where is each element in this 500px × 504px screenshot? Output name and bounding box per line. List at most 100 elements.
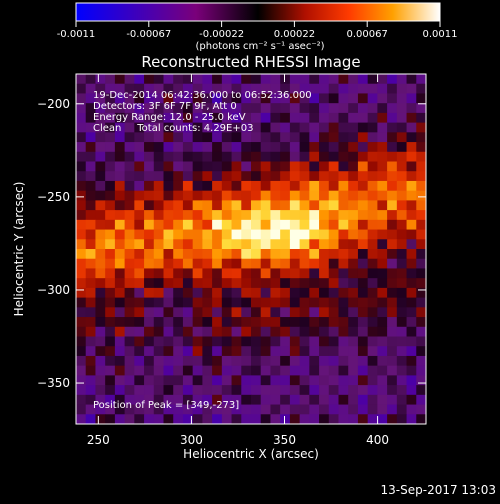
heatmap-cell xyxy=(231,346,242,357)
heatmap-cell xyxy=(114,278,126,289)
heatmap-cell xyxy=(280,414,291,425)
heatmap-cell xyxy=(124,336,135,347)
heatmap-cell xyxy=(387,258,398,269)
heatmap-cell xyxy=(76,278,87,289)
heatmap-cell xyxy=(270,151,281,162)
heatmap-cell xyxy=(95,83,106,94)
heatmap-cell xyxy=(153,190,164,201)
heatmap-cell xyxy=(76,365,87,376)
heatmap-cell xyxy=(251,326,262,337)
heatmap-cell xyxy=(76,326,87,337)
heatmap-cell xyxy=(114,219,126,230)
heatmap-cell xyxy=(76,336,87,347)
heatmap-cell xyxy=(173,317,184,328)
heatmap-cell xyxy=(260,83,271,94)
heatmap-cell xyxy=(299,317,310,328)
heatmap-cell xyxy=(153,317,164,328)
heatmap-cell xyxy=(182,297,194,308)
heatmap-cell xyxy=(241,122,252,133)
heatmap-cell xyxy=(387,229,398,240)
heatmap-cell xyxy=(231,132,242,143)
heatmap-cell xyxy=(241,190,252,201)
heatmap-cell xyxy=(289,287,301,299)
heatmap-cell xyxy=(221,229,232,240)
heatmap-cell xyxy=(221,132,232,143)
heatmap-cell xyxy=(221,151,232,162)
heatmap-cell xyxy=(192,161,203,172)
heatmap-cell xyxy=(357,122,369,133)
heatmap-cell xyxy=(406,287,417,299)
heatmap-cell xyxy=(134,355,145,367)
heatmap-cell xyxy=(328,394,339,405)
heatmap-cell xyxy=(260,171,271,182)
heatmap-cell xyxy=(309,346,320,357)
heatmap-cell xyxy=(144,142,155,153)
heatmap-cell xyxy=(163,249,174,260)
heatmap-cell xyxy=(202,394,213,405)
heatmap-cell xyxy=(270,180,281,192)
heatmap-cell xyxy=(357,180,369,192)
heatmap-cell xyxy=(416,249,427,260)
y-tick-label: −350 xyxy=(37,376,70,390)
heatmap-cell xyxy=(76,229,87,240)
heatmap-cell xyxy=(212,326,223,337)
heatmap-cell xyxy=(270,93,281,104)
heatmap-cell xyxy=(134,258,145,269)
heatmap-cell xyxy=(124,249,135,260)
heatmap-cell xyxy=(406,112,417,124)
heatmap-cell xyxy=(387,385,398,396)
heatmap-cell xyxy=(134,317,145,328)
heatmap-cell xyxy=(221,365,232,376)
heatmap-cell xyxy=(163,161,174,172)
heatmap-cell xyxy=(367,355,378,367)
y-axis-label: Heliocentric Y (arcsec) xyxy=(12,182,26,317)
heatmap-cell xyxy=(357,278,369,289)
heatmap-cell xyxy=(105,326,116,337)
heatmap-cell xyxy=(182,142,194,153)
heatmap-cell xyxy=(260,190,271,201)
heatmap-cell xyxy=(114,83,126,94)
heatmap-cell xyxy=(144,268,155,279)
heatmap-cell xyxy=(309,297,320,308)
heatmap-cell xyxy=(299,103,310,114)
heatmap-cell xyxy=(124,346,135,357)
heatmap-cell xyxy=(221,180,232,192)
heatmap-cell xyxy=(328,93,339,104)
heatmap-cell xyxy=(396,142,407,153)
heatmap-cell xyxy=(173,229,184,240)
heatmap-cell xyxy=(241,404,252,415)
heatmap-cell xyxy=(406,326,417,337)
heatmap-cell xyxy=(231,385,242,396)
heatmap-cell xyxy=(367,161,378,172)
heatmap-cell xyxy=(114,200,126,211)
heatmap-cell xyxy=(192,239,203,250)
heatmap-cell xyxy=(280,239,291,250)
heatmap-cell xyxy=(416,317,427,328)
heatmap-cell xyxy=(260,93,271,104)
heatmap-cell xyxy=(124,190,135,201)
heatmap-cell xyxy=(299,297,310,308)
heatmap-cell xyxy=(338,317,349,328)
heatmap-cell xyxy=(231,229,242,240)
heatmap-cell xyxy=(416,355,427,367)
heatmap-cell xyxy=(396,346,407,357)
heatmap-cell xyxy=(396,180,407,192)
heatmap-cell xyxy=(144,93,155,104)
heatmap-cell xyxy=(182,346,194,357)
heatmap-cell xyxy=(212,229,223,240)
heatmap-cell xyxy=(163,287,174,299)
heatmap-cell xyxy=(173,355,184,367)
heatmap-cell xyxy=(105,355,116,367)
heatmap-cell xyxy=(319,268,330,279)
heatmap-cell xyxy=(85,210,96,221)
heatmap-cell xyxy=(221,83,232,94)
heatmap-cell xyxy=(406,375,417,386)
heatmap-cell xyxy=(221,317,232,328)
heatmap-cell xyxy=(212,336,223,347)
heatmap-cell xyxy=(377,287,388,299)
heatmap-cell xyxy=(144,385,155,396)
heatmap-cell xyxy=(270,385,281,396)
heatmap-cell xyxy=(173,414,184,425)
heatmap-cell xyxy=(396,93,407,104)
heatmap-cell xyxy=(387,132,398,143)
